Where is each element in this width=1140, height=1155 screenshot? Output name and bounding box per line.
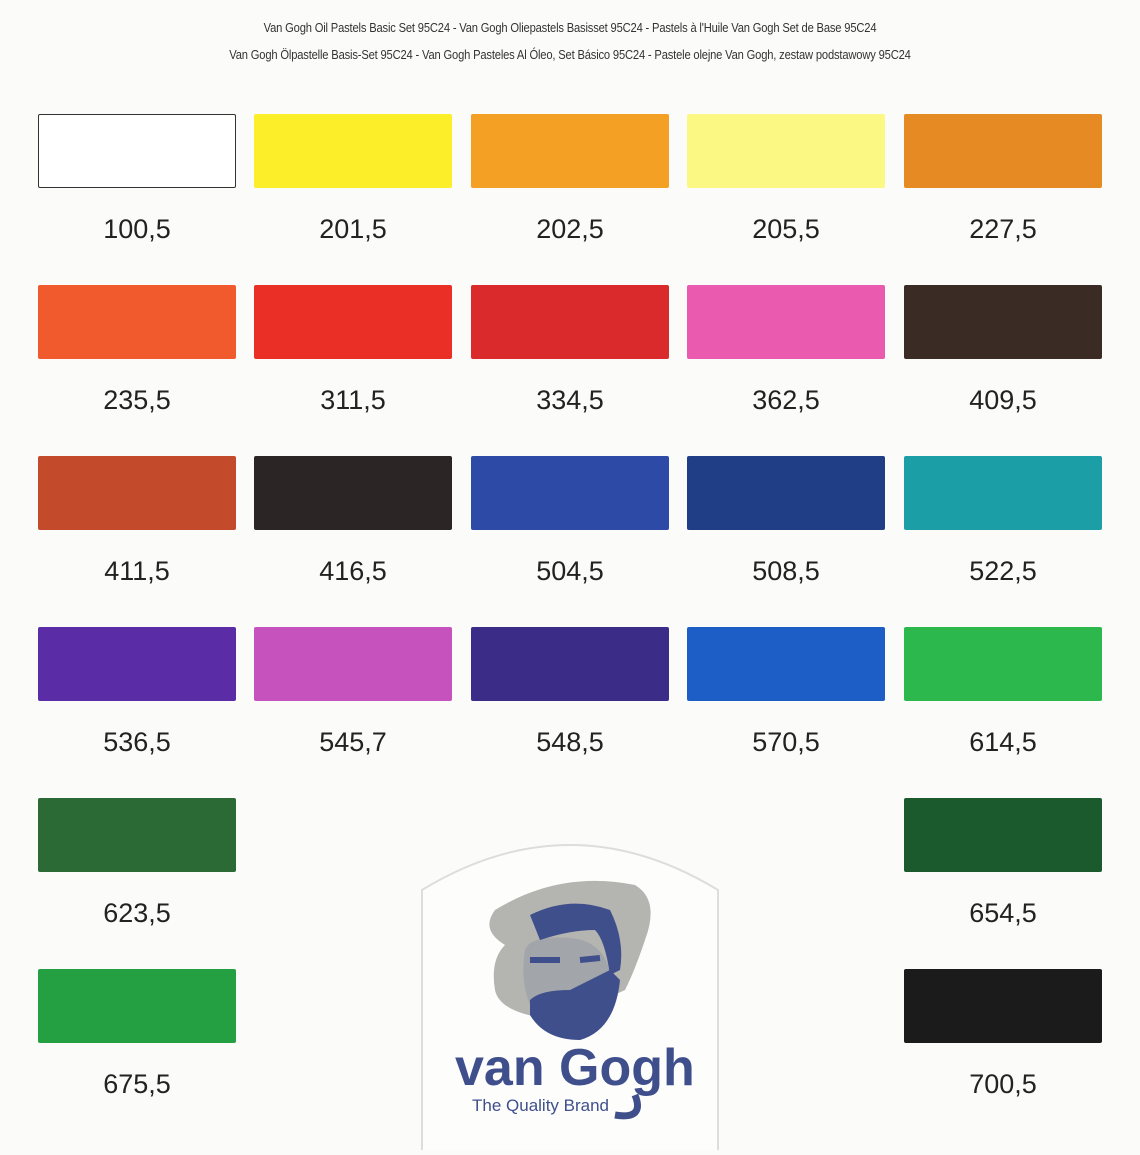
color-code-label: 334,5 [536, 385, 604, 415]
color-code-label: 504,5 [536, 556, 604, 586]
color-swatch [254, 627, 452, 701]
color-code-label: 201,5 [319, 214, 387, 244]
logo-card-shape [421, 844, 719, 1150]
color-swatch [904, 969, 1102, 1043]
color-swatch [687, 114, 885, 188]
logo-brand-text: van Gogh [455, 1039, 695, 1097]
color-swatch [254, 285, 452, 359]
logo-card [420, 830, 720, 1150]
color-swatch [471, 285, 669, 359]
color-code-label: 522,5 [969, 556, 1037, 586]
color-swatch [471, 627, 669, 701]
color-swatch [471, 114, 669, 188]
color-swatch [904, 456, 1102, 530]
color-swatch [687, 285, 885, 359]
color-code-label: 409,5 [969, 385, 1037, 415]
color-code-label: 416,5 [319, 556, 387, 586]
color-swatch [38, 969, 236, 1043]
color-code-label: 623,5 [103, 898, 171, 928]
logo-tagline: The Quality Brand [472, 1096, 610, 1115]
color-code-label: 311,5 [320, 385, 386, 415]
color-code-label: 205,5 [752, 214, 820, 244]
color-swatch [904, 798, 1102, 872]
color-swatch [38, 114, 236, 188]
color-code-label: 411,5 [104, 556, 170, 586]
color-code-label: 202,5 [536, 214, 604, 244]
portrait-beard [530, 970, 620, 1040]
color-code-label: 227,5 [969, 214, 1037, 244]
header-line-2: Van Gogh Ölpastelle Basis-Set 95C24 - Va… [229, 47, 911, 62]
color-swatch [687, 456, 885, 530]
color-code-label: 548,5 [536, 727, 604, 757]
color-swatch [687, 627, 885, 701]
color-code-label: 654,5 [969, 898, 1037, 928]
color-code-label: 570,5 [752, 727, 820, 757]
color-swatch [254, 456, 452, 530]
portrait-hair [530, 903, 622, 975]
color-code-label: 700,5 [969, 1069, 1037, 1099]
color-code-label: 545,7 [319, 727, 387, 757]
color-swatch [904, 285, 1102, 359]
color-swatch [904, 627, 1102, 701]
color-swatch [254, 114, 452, 188]
color-code-label: 614,5 [969, 727, 1037, 757]
color-swatch [471, 456, 669, 530]
color-swatch [38, 627, 236, 701]
color-swatch [38, 456, 236, 530]
color-code-label: 536,5 [103, 727, 171, 757]
color-swatch [904, 114, 1102, 188]
color-swatch [38, 798, 236, 872]
color-code-label: 362,5 [752, 385, 820, 415]
header-line-1: Van Gogh Oil Pastels Basic Set 95C24 - V… [263, 20, 877, 35]
color-code-label: 235,5 [103, 385, 171, 415]
color-code-label: 675,5 [103, 1069, 171, 1099]
logo-swash [614, 1093, 641, 1120]
color-code-label: 508,5 [752, 556, 820, 586]
color-swatch [38, 285, 236, 359]
color-code-label: 100,5 [103, 214, 171, 244]
